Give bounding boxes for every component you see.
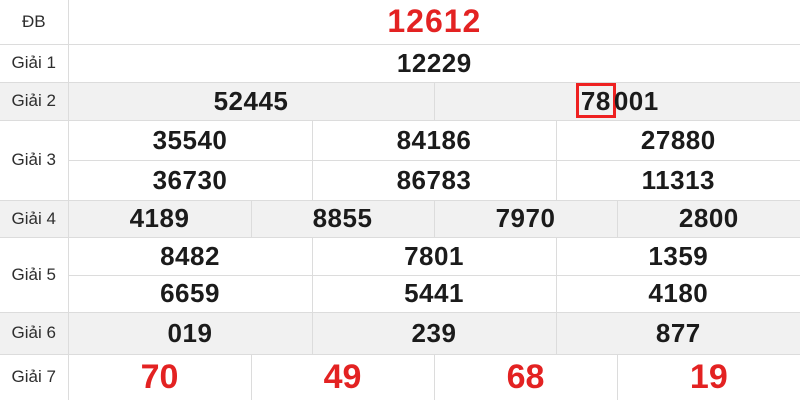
prize-value-g2-1: 52445 [67,81,435,121]
prize-value-g6-2: 239 [311,311,557,355]
prize-value-g1: 12229 [67,43,800,83]
prize-row-g7: Giải 7 70 49 68 19 [0,353,800,400]
prize-row-g5-1: Giải 5 8482 7801 1359 [0,236,800,313]
prize-row-g5-2: 6659 5441 4180 [0,274,800,313]
prize-value-g6-3: 877 [555,311,800,355]
prize-value-g3-3: 27880 [555,119,800,161]
prize-row-g3-2: 36730 86783 11313 [0,159,800,201]
prize-label-g1: Giải 1 [0,43,69,83]
prize-value-g2-2-highlighted: 78 001 [433,81,800,121]
prize-value-g5-6: 4180 [555,274,800,313]
prize-row-g6: Giải 6 019 239 877 [0,311,800,355]
prize-value-g7-4: 19 [616,353,800,400]
prize-value-g7-1: 70 [67,353,252,400]
prize-label-g5: Giải 5 [0,236,69,313]
prize-value-g4-4: 2800 [616,199,800,238]
prize-label-g3: Giải 3 [0,119,69,201]
prize-label-g7: Giải 7 [0,353,69,400]
prize-label-db: ĐB [0,0,69,45]
prize-value-g3-6: 11313 [555,159,800,201]
prize-row-g3-1: Giải 3 35540 84186 27880 [0,119,800,201]
prize-value-db: 12612 [67,0,800,45]
prize-value-g4-2: 8855 [250,199,435,238]
prize-value-g5-1: 8482 [67,236,313,276]
prize-value-g6-1: 019 [67,311,313,355]
prize-value-g5-3: 1359 [555,236,800,276]
highlight-box: 78 [575,83,616,118]
prize-value-g3-4: 36730 [68,159,313,201]
prize-row-g4: Giải 4 4189 8855 7970 2800 [0,199,800,238]
prize-label-g4: Giải 4 [0,199,69,238]
prize-label-g6: Giải 6 [0,311,69,355]
prize-value-g3-2: 84186 [311,119,557,161]
prize-value-g7-2: 49 [250,353,435,400]
prize-row-g2: Giải 2 52445 78 001 [0,81,800,121]
prize-value-g5-5: 5441 [311,274,557,313]
prize-value-g5-2: 7801 [311,236,557,276]
prize-label-g2: Giải 2 [0,81,69,121]
prize-row-db: ĐB 12612 [0,0,800,45]
prize-value-g5-4: 6659 [68,274,313,313]
highlight-rest: 001 [613,85,659,116]
prize-value-g4-3: 7970 [433,199,618,238]
prize-row-g1: Giải 1 12229 [0,43,800,83]
prize-value-g3-5: 86783 [311,159,557,201]
prize-value-g3-1: 35540 [67,119,313,161]
prize-value-g7-3: 68 [433,353,618,400]
prize-value-g4-1: 4189 [67,199,252,238]
